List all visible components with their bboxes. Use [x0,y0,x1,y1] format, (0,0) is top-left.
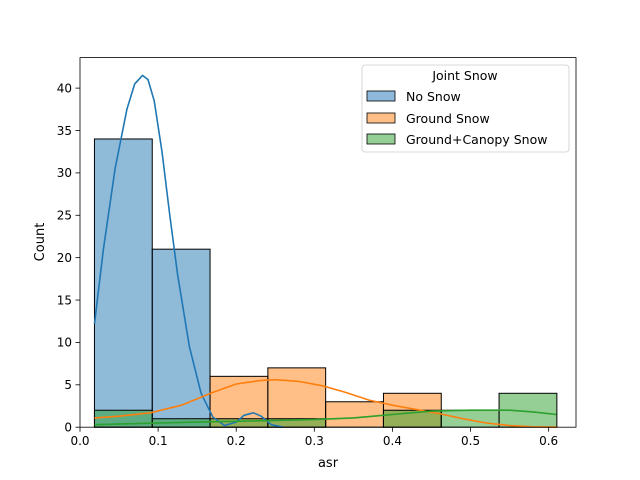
legend-box [361,64,570,153]
x-tick-label: 0.6 [539,434,558,448]
x-tick-label: 0.4 [383,434,402,448]
legend-swatch-ground-canopy-snow [366,133,396,145]
axes-frame [79,57,577,428]
x-tick-label: 0.2 [227,434,246,448]
legend-swatch-ground-snow [366,112,396,124]
legend-title: Joint Snow [431,68,497,83]
x-axis-ticks: 0.0 0.1 0.2 0.3 0.4 0.5 0.6 [70,427,558,448]
x-tick-label: 0.0 [70,434,89,448]
y-tick-label: 40 [57,81,72,95]
kde-curve-ground-canopy-snow [94,409,557,426]
kde-curves [93,74,557,428]
kde-curve-no-snow [93,74,284,428]
bar-ground-canopy-snow-bin-6 [440,409,500,428]
bar-no-snow-bin-0 [93,138,153,428]
y-tick-label: 10 [57,336,72,350]
legend: Joint Snow No Snow Ground Snow Ground+Ca… [361,64,570,153]
legend-label-no-snow: No Snow [406,89,461,104]
y-tick-label: 30 [57,166,72,180]
bar-no-snow-bin-1 [151,248,211,428]
y-tick-label: 35 [57,124,72,138]
y-tick-label: 25 [57,209,72,223]
x-axis-label: asr [318,456,339,471]
legend-label-ground-snow: Ground Snow [406,111,490,126]
y-tick-label: 5 [64,378,72,392]
x-tick-label: 0.5 [461,434,480,448]
y-axis-label: Count [33,223,48,262]
x-tick-label: 0.3 [305,434,324,448]
kde-curve-ground-snow [94,378,557,428]
bar-ground-snow-bin-4 [325,401,384,428]
legend-swatch-no-snow [366,90,396,102]
legend-label-ground-canopy-snow: Ground+Canopy Snow [406,132,547,147]
y-axis-ticks: 0 5 10 15 20 25 30 35 40 [57,81,80,435]
histogram-bars [93,138,558,428]
y-tick-label: 15 [57,293,72,307]
bar-ground-snow-bin-3 [267,367,327,428]
y-tick-label: 0 [64,421,72,435]
x-tick-label: 0.1 [149,434,168,448]
y-tick-label: 20 [57,251,72,265]
